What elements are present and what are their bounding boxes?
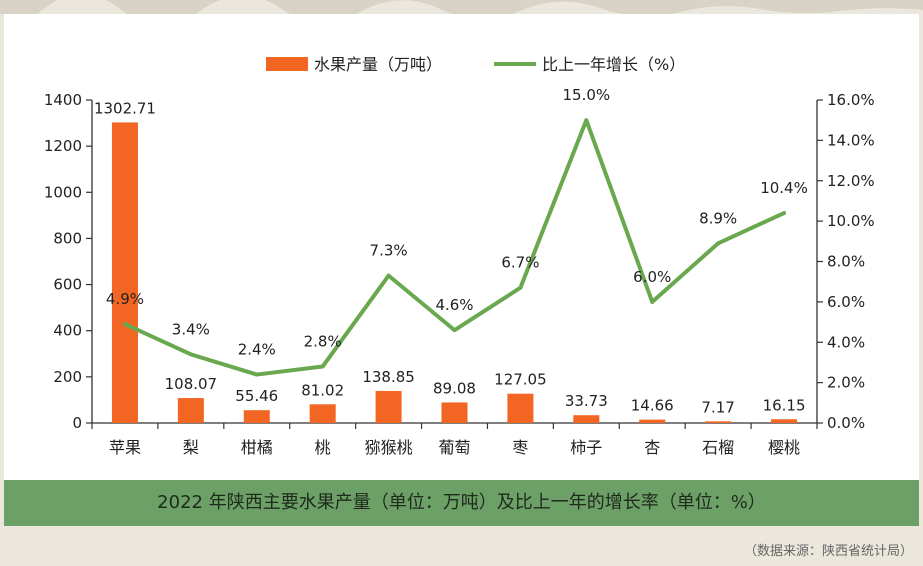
growth-line [122,118,787,377]
bar-value-label: 33.73 [565,392,608,410]
right-tick-label: 6.0% [827,293,865,311]
line-point [320,364,325,369]
bar-value-label: 1302.71 [94,99,156,117]
x-category-label: 梨 [183,438,199,457]
left-tick-label: 600 [53,276,82,294]
right-tick-label: 0.0% [827,414,865,432]
line-point [122,322,127,327]
bar [441,402,468,423]
x-category-label: 桃 [315,438,331,457]
right-tick-label: 10.0% [827,212,875,230]
left-tick-label: 0 [72,414,82,432]
chart-panel: 0 200 400 600 800 1000 1200 1400 0.0% 2.0% 4.0% 6.0… [4,14,919,480]
line-value-label: 8.9% [699,209,737,227]
right-tick-label: 12.0% [827,172,875,190]
x-category-label: 苹果 [109,438,141,457]
bar [573,415,600,423]
x-category-label: 葡萄 [438,438,470,457]
x-category-label: 猕猴桃 [365,438,413,457]
right-tick-label: 4.0% [827,333,865,351]
bar [111,122,138,423]
bar [639,419,666,423]
line-point [188,352,193,357]
x-category-label: 樱桃 [768,438,800,457]
left-tick-label: 200 [53,368,82,386]
bar [771,419,798,423]
legend-bar-swatch [266,57,308,71]
bar-value-label: 16.15 [763,396,806,414]
line-point [518,285,523,290]
legend-bar-label: 水果产量（万吨） [314,55,442,74]
line-value-label: 6.7% [501,254,539,272]
left-tick-label: 800 [53,229,82,247]
bar [177,398,204,423]
torn-paper-edge [0,0,923,14]
line-value-label: 6.0% [633,268,671,286]
line-point [716,241,721,246]
line-value-label: 2.4% [238,341,276,359]
source-note: （数据来源：陕西省统计局） [743,544,913,559]
right-tick-label: 2.0% [827,374,865,392]
bar [507,393,534,423]
line-value-label: 7.3% [370,242,408,260]
line-value-label: 10.4% [760,179,808,197]
line-value-label: 15.0% [562,86,610,104]
x-category-label: 枣 [512,438,528,457]
line-point [386,273,391,278]
line-value-label: 4.9% [106,290,144,308]
x-category-label: 石榴 [702,438,734,457]
line-value-label: 4.6% [435,296,473,314]
left-tick-label: 1200 [44,137,82,155]
bar-value-label: 127.05 [494,371,547,389]
right-tick-label: 16.0% [827,91,875,109]
bar [375,390,402,423]
line-point [584,118,589,123]
left-tick-label: 400 [53,322,82,340]
x-category-label: 柑橘 [241,438,273,457]
bar-value-label: 108.07 [165,375,218,393]
line-point [650,299,655,304]
combo-chart: 0 200 400 600 800 1000 1200 1400 0.0% 2.0% 4.0% 6.0… [44,55,875,457]
line-value-label: 2.8% [304,332,342,350]
bar-value-label: 7.17 [701,398,734,416]
chart-caption: 2022 年陕西主要水果产量（单位：万吨）及比上一年的增长率（单位：%） [4,480,919,526]
right-tick-label: 14.0% [827,131,875,149]
left-tick-label: 1400 [44,91,82,109]
legend-line-label: 比上一年增长（%） [542,55,685,74]
bar-value-label: 138.85 [362,368,415,386]
bar [243,410,270,423]
line-point [452,328,457,333]
bar-value-label: 14.66 [631,397,674,415]
line-point [254,372,259,377]
right-tick-label: 8.0% [827,253,865,271]
bar-value-label: 55.46 [235,387,278,405]
bar-value-label: 89.08 [433,379,476,397]
line-value-label: 3.4% [172,320,210,338]
left-tick-label: 1000 [44,183,82,201]
line-point [782,211,787,216]
x-category-label: 杏 [644,438,660,457]
bar-value-label: 81.02 [301,381,344,399]
bar [309,404,336,423]
x-category-label: 柿子 [570,438,602,457]
bar [705,421,732,423]
